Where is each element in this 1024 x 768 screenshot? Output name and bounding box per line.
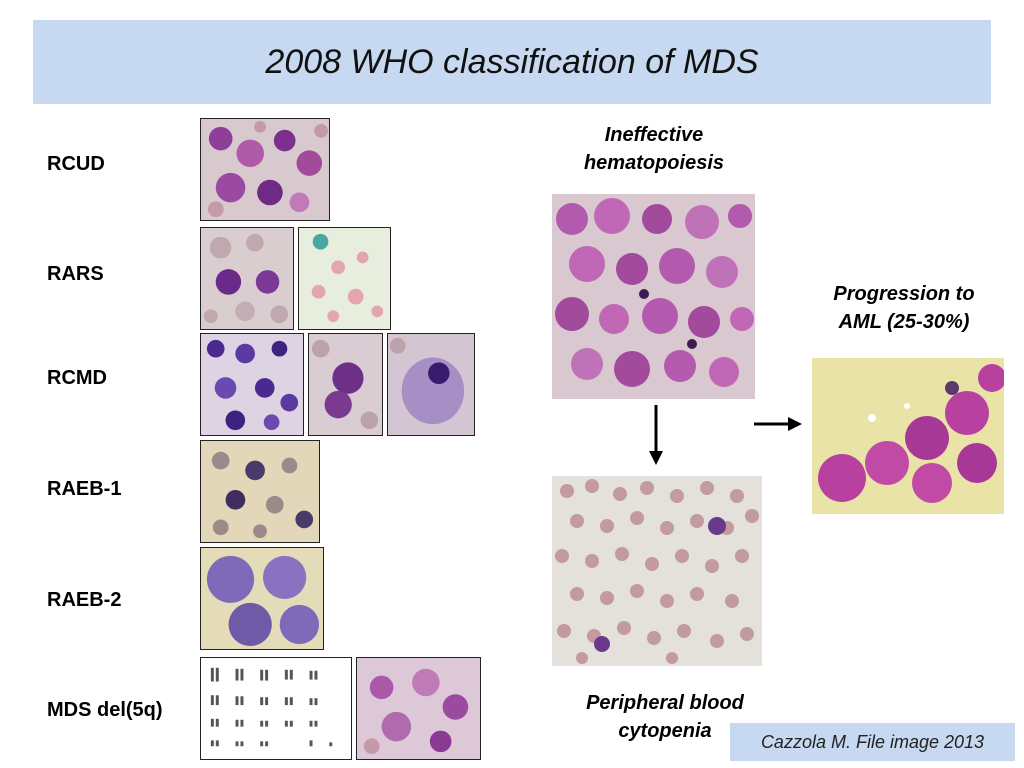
down-arrow-icon	[649, 405, 663, 465]
label-rcud: RCUD	[47, 153, 105, 175]
label-rars: RARS	[47, 263, 104, 285]
mds-del5q-micrograph	[356, 657, 481, 760]
rcmd-micrograph-3	[387, 333, 475, 436]
bone-marrow-micrograph	[552, 194, 755, 399]
ineffective-hematopoiesis-caption: Ineffective hematopoiesis	[583, 124, 725, 174]
right-arrow-icon	[754, 417, 802, 431]
label-mds-del5q: MDS del(5q)	[47, 699, 163, 721]
raeb-2-micrograph	[200, 547, 324, 650]
credit-text: Cazzola M. File image 2013	[760, 731, 985, 752]
rcmd-micrograph-2	[308, 333, 383, 436]
progression-caption: Progression to AML (25-30%)	[833, 283, 975, 333]
karyotype-image	[200, 657, 352, 760]
rars-micrograph-1	[200, 227, 294, 330]
label-raeb-1: RAEB-1	[47, 478, 122, 500]
title-bar: 2008 WHO classification of MDS	[33, 20, 991, 104]
rcmd-micrograph-1	[200, 333, 304, 436]
rcud-micrograph	[200, 118, 330, 221]
credit-box: Cazzola M. File image 2013	[730, 723, 1015, 761]
peripheral-blood-caption: Peripheral blood cytopenia	[586, 692, 744, 742]
label-raeb-2: RAEB-2	[47, 589, 122, 611]
raeb-1-micrograph	[200, 440, 320, 543]
label-rcmd: RCMD	[47, 367, 107, 389]
aml-blasts-micrograph	[812, 358, 1004, 514]
rars-micrograph-2	[298, 227, 391, 330]
slide-title: 2008 WHO classification of MDS	[265, 42, 759, 81]
peripheral-blood-micrograph	[552, 476, 762, 666]
